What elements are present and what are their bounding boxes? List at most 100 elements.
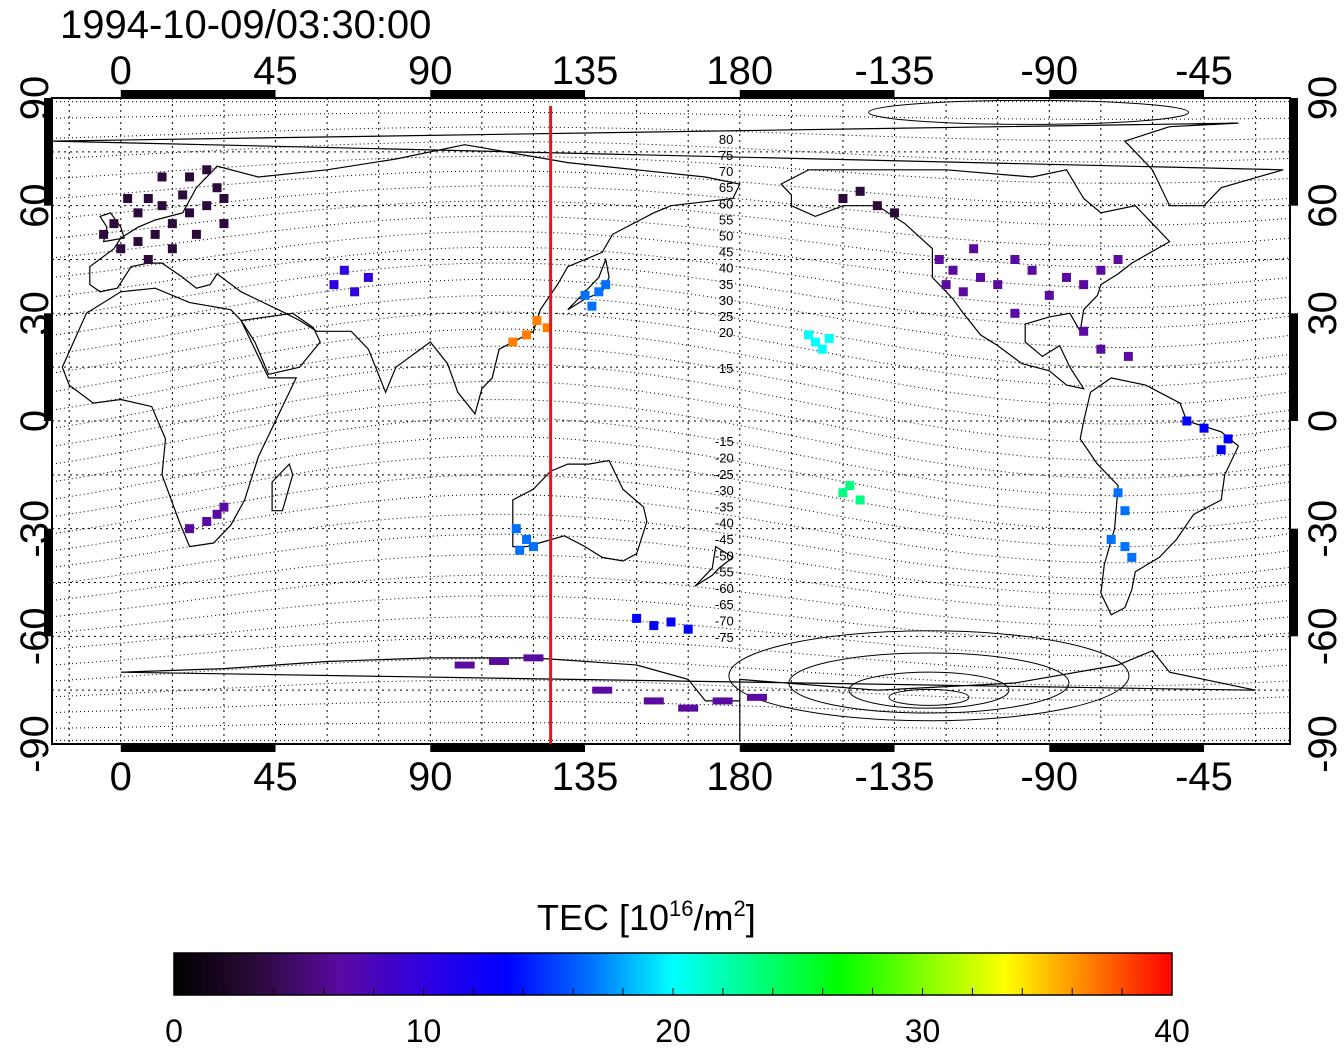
lon-tick-bottom: -90 (1020, 755, 1078, 799)
coastline (780, 169, 1171, 390)
tec-point-east-asia (532, 316, 542, 326)
mag-pole-contour-south (888, 688, 970, 706)
tec-point-west-australia (528, 542, 538, 552)
mag-lat-label: -65 (715, 597, 734, 612)
tec-point-north-america (969, 244, 979, 254)
world-map: 8075706560555045403530252015-15-20-25-30… (13, 49, 1344, 799)
tec-point-europe (143, 193, 153, 203)
figure-title: 1994-10-09/03:30:00 (60, 3, 431, 47)
tec-point-central-asia (339, 265, 349, 275)
tec-point-south-ocean (666, 617, 676, 627)
tec-point-japan (580, 290, 590, 300)
mag-lat-label: 70 (719, 164, 733, 179)
mag-contour (51, 170, 1291, 205)
mag-lat-label: 80 (719, 132, 733, 147)
mag-lat-label: -60 (715, 581, 734, 596)
mag-contour (51, 494, 1291, 564)
tec-point-europe (157, 201, 167, 211)
tec-point-europe (99, 229, 109, 239)
tec-point-east-asia (542, 323, 552, 333)
tec-point-north-america (958, 287, 968, 297)
mag-lat-label: 35 (719, 277, 733, 292)
mag-pole-contour-north (868, 99, 1190, 125)
coastline (240, 312, 321, 375)
frame-bar-left (44, 98, 52, 206)
lon-tick-bottom: -135 (854, 755, 934, 799)
coastline (694, 545, 734, 587)
tec-point-brazil (1216, 445, 1226, 455)
mag-contour (51, 141, 1291, 163)
tec-point-north-america (976, 272, 985, 282)
tec-point-antarctica (489, 657, 510, 665)
mag-lat-label: -35 (715, 499, 734, 514)
mag-lat-label: -30 (715, 483, 734, 498)
colorbar-title-sup1: 16 (669, 896, 693, 921)
mag-contour (51, 295, 1291, 368)
lon-tick-top: 0 (110, 49, 132, 93)
lat-tick-right: 0 (1301, 410, 1344, 432)
mag-pole-contour-south (848, 671, 1010, 709)
frame-bar-bottom (739, 744, 895, 752)
tec-point-north-america (934, 255, 944, 264)
lat-lon-grid (44, 90, 1298, 752)
tec-point-japan (601, 280, 611, 290)
tec-point-europe (123, 193, 133, 203)
lon-tick-top: -45 (1175, 49, 1233, 93)
tec-point-europe (143, 255, 153, 264)
mag-contour (51, 679, 1291, 701)
tec-point-europe (185, 208, 195, 218)
mag-lat-label: -15 (715, 434, 734, 449)
frame-bar-top (430, 90, 586, 98)
mag-contour (51, 637, 1291, 672)
frame-bar-top (1049, 90, 1205, 98)
mag-lat-label: 30 (719, 293, 733, 308)
frame-bar-right (1290, 528, 1298, 637)
frame-bar-left (44, 528, 52, 637)
tec-point-south-pacific (855, 495, 865, 505)
mag-lat-label: -75 (715, 630, 734, 645)
tec-point-brazil (1199, 423, 1209, 433)
colorbar-title: TEC [1016/m2] (537, 896, 756, 938)
tec-point-europe (150, 229, 160, 239)
mag-lat-label: 20 (719, 325, 733, 340)
mag-lat-label: 55 (719, 212, 733, 227)
mag-contour (51, 215, 1291, 268)
tec-point-europe (133, 237, 143, 247)
colorbar-title-sup2: 2 (734, 896, 746, 921)
tec-point-south-america (1106, 534, 1116, 544)
tec-point-west-australia (522, 534, 532, 544)
tec-point-antarctica (678, 704, 699, 712)
mag-lat-label: -45 (715, 532, 734, 547)
tec-point-antarctica (746, 693, 767, 701)
mag-contour (51, 246, 1291, 309)
tec-point-north-america (941, 280, 951, 290)
axis-tick-labels: 0045459090135135180180-135-135-90-90-45-… (13, 49, 1344, 799)
tec-point-north-america (1061, 272, 1071, 282)
mag-lat-label: -50 (715, 548, 734, 563)
lon-tick-bottom: 0 (110, 755, 132, 799)
lat-tick-right: -30 (1301, 500, 1344, 558)
frame-bar-right (1290, 98, 1298, 206)
colorbar-ticks: 0 10 20 30 40 (165, 988, 1190, 1048)
magnetic-latitude-contours (51, 99, 1291, 741)
mag-contour (51, 345, 1291, 425)
tec-point-south-pacific (845, 481, 855, 491)
tec-point-north-america (1079, 280, 1089, 290)
frame-bar-bottom (430, 744, 586, 752)
tec-point-alaska (890, 208, 900, 218)
tec-point-europe (202, 165, 212, 175)
tec-point-europe (167, 244, 177, 254)
tec-point-japan (587, 301, 597, 311)
lat-tick-left: -30 (13, 500, 57, 558)
mag-contour (51, 262, 1291, 329)
mag-contour (51, 185, 1291, 226)
colorbar-tick-label: 0 (165, 1013, 183, 1048)
lat-tick-left: 90 (13, 76, 57, 121)
lat-tick-left: -60 (13, 607, 57, 665)
colorbar-tick-label: 10 (406, 1013, 442, 1048)
frame-bar-top (739, 90, 895, 98)
frame-bar-bottom (1049, 744, 1205, 752)
tec-point-south-africa (202, 516, 212, 526)
lat-tick-right: 90 (1301, 76, 1344, 121)
tec-point-antarctica (523, 654, 544, 662)
